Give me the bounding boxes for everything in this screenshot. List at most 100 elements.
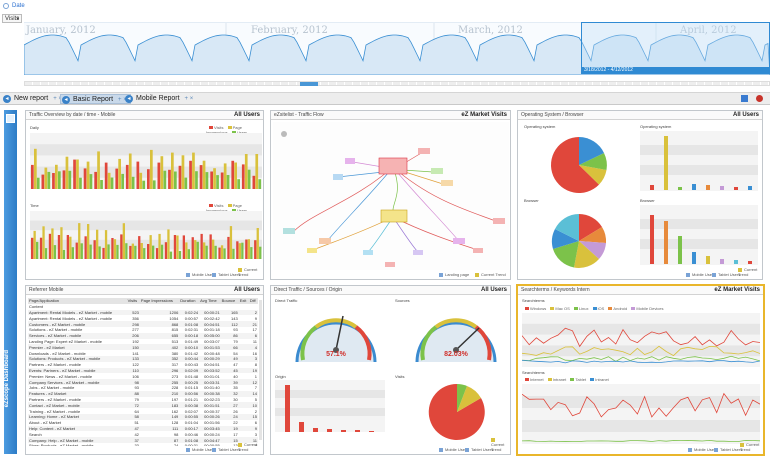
panel-scope[interactable]: eZ Market Visits (714, 287, 760, 293)
table-cell: 110 (126, 367, 140, 374)
table-row[interactable]: Features - eZ Market 88 210 0:00:56 00:00:38… (28, 390, 258, 397)
table-cell: Apartment: Rental Models - eZ Market - m… (28, 309, 127, 316)
panel-scope[interactable]: All Users (233, 287, 260, 293)
table-row[interactable]: Company Services - eZ Market - mobile 98 2… (28, 379, 258, 385)
date-link[interactable]: Date (12, 3, 25, 9)
footer-item: Tablet Users (212, 447, 240, 452)
table-cell: Solutions - eZ Market - mobile (29, 327, 83, 333)
timeline-scroll-thumb[interactable] (300, 82, 318, 86)
table-row[interactable]: Premier: News - eZ Market - mobile 106 273… (28, 373, 258, 379)
table-header-cell[interactable]: Avg Time (199, 298, 221, 304)
table-row[interactable]: Apartment: Rental Models - eZ Market - m… (28, 315, 258, 321)
table-header-cell[interactable]: Page/Application (28, 298, 127, 304)
table-row[interactable]: Training - eZ Market - mobile 64 162 0:02:0… (28, 408, 258, 414)
bar (102, 247, 105, 259)
table-cell: 273 (171, 373, 179, 379)
tab-actions[interactable]: + × (53, 96, 62, 102)
origin-bar-chart[interactable] (275, 380, 385, 442)
table-row[interactable]: Events: Partners - eZ Market - mobile 110… (28, 367, 258, 374)
bar (36, 177, 40, 189)
close-icon[interactable] (756, 95, 763, 102)
table-cell (238, 413, 249, 420)
bar (139, 172, 143, 189)
gauge-value: 82.03% (444, 351, 468, 358)
tab-mobile-report[interactable]: ◂ Mobile Report + × (124, 94, 196, 104)
bar (111, 238, 114, 259)
table-row[interactable]: Partners - eZ Market - mobile 79 197 0:01:2… (28, 397, 258, 403)
panel-scope[interactable]: eZ Market Visits (461, 112, 507, 118)
os-bar-charts[interactable] (640, 131, 758, 271)
table-row[interactable]: Apartment: Rental Models - eZ Market - m… (28, 309, 258, 316)
table-row[interactable]: Solutions - eZ Market - mobile 277 815 0:02… (28, 327, 258, 333)
panel-footer: Landing page Current Trend (271, 270, 510, 279)
table-scrollbar[interactable] (259, 300, 262, 440)
traffic-flow-diagram[interactable] (273, 122, 509, 270)
panel-scope[interactable]: All Users (233, 112, 260, 118)
table-cell: 165 (220, 309, 239, 316)
time-bar-chart[interactable] (30, 211, 262, 269)
table-header-cell[interactable]: Page Impressions (139, 298, 180, 304)
panel-header: Direct Traffic / Sources / Origin All Us… (271, 286, 510, 295)
bar (174, 171, 177, 189)
table-cell: 00:01:01 (204, 373, 220, 379)
table-header-cell[interactable]: Diff (248, 298, 258, 304)
series-line (522, 355, 760, 362)
table-header-cell[interactable]: Exit (238, 298, 249, 304)
table-cell (238, 402, 249, 409)
settings-icon[interactable] (3, 3, 9, 9)
table-cell: 58 (126, 413, 140, 420)
bar (178, 251, 182, 259)
panel-scope[interactable]: All Users (480, 287, 507, 293)
visits-pie-chart[interactable] (411, 380, 511, 444)
side-title: eZscope Dashboard (4, 350, 10, 408)
table-row[interactable]: Search 42 98 0:00:46 00:00:24 17 3 (28, 431, 258, 437)
table-row[interactable]: Premier - eZ Market 150 402 0:00:10 00:01:53… (28, 344, 258, 351)
bar (216, 175, 219, 189)
searchterms-line-chart[interactable] (522, 313, 760, 367)
table-row[interactable]: Contact - eZ Market - mobile 72 183 0:00:38… (28, 402, 258, 409)
dashboard-icon[interactable] (6, 114, 15, 123)
timeline-chart[interactable]: January, 2012 February, 2012 March, 2012… (24, 22, 770, 75)
bar (210, 171, 213, 189)
table-row[interactable]: Content (28, 304, 258, 310)
table-row[interactable]: Landing Page: Expert eZ Market - mobile 1… (28, 339, 258, 345)
table-cell: About - eZ Market (29, 420, 62, 426)
timeline-scrollbar[interactable] (24, 81, 770, 86)
table-row[interactable]: Solutions: Products - eZ Market - mobile… (28, 355, 258, 362)
tab-new-report[interactable]: ◂ New report + × (2, 94, 65, 104)
daily-bar-chart[interactable] (30, 133, 262, 201)
table-header-cell[interactable]: Duration (179, 298, 200, 304)
table-row[interactable]: Customers - eZ Market - mobile 298 868 0:01… (28, 321, 258, 327)
tab-actions[interactable]: + × (118, 97, 127, 103)
table-row[interactable]: Downloads - eZ Market - mobile 141 380 0:01… (28, 350, 258, 356)
table-cell: 32 (220, 390, 239, 397)
tab-actions[interactable]: + × (184, 96, 194, 102)
tab-basic-report[interactable]: ◂ Basic Report + × (60, 94, 131, 104)
bar (140, 243, 143, 259)
table-header-cell[interactable]: Visits (126, 298, 140, 304)
export-icon[interactable] (741, 95, 748, 102)
timeline-area: Date Visits ▾ January, 2012 February, 20… (0, 0, 770, 88)
table-cell (238, 309, 249, 316)
table-row[interactable]: Services - eZ Market - mobile 206 655 0:00:… (28, 332, 258, 339)
bar (94, 171, 97, 189)
table-row[interactable]: Help: Content - eZ Market 47 111 0:00:17 00:… (28, 425, 258, 432)
table-row[interactable]: Store: Products - eZ Market - mobile 33 74… (28, 443, 258, 446)
table-header-cell[interactable]: Bounce (220, 298, 239, 304)
bar (113, 239, 117, 259)
table-row[interactable]: Learning: Home - eZ Market 58 149 0:00:55 00… (28, 413, 258, 420)
panel-scope[interactable]: All Users (732, 112, 759, 118)
os-pie-charts[interactable] (524, 131, 634, 271)
keywords-line-chart[interactable] (522, 384, 760, 444)
table-row[interactable]: Jobs - eZ Market - mobile 93 228 0:01:15 00:… (28, 385, 258, 391)
bar (52, 173, 55, 189)
metric-select[interactable]: Visits ▾ (2, 14, 22, 23)
table-cell: 106 (132, 373, 139, 379)
table-row[interactable]: Partners - eZ Market - mobile 122 317 0:00:… (28, 362, 258, 368)
table-cell: 00:03:45 (199, 425, 221, 432)
table-row[interactable]: Company: Help - eZ Market - mobile 37 87 0:… (28, 437, 258, 443)
table-row[interactable]: About - eZ Market 51 128 0:01:04 00:01:56 22 6 (28, 420, 258, 426)
table-viewport[interactable]: Page/Application Visits Page Impressions Du… (28, 298, 258, 446)
table-cell: 17 (233, 431, 238, 437)
table-cell: 7 (254, 385, 257, 391)
